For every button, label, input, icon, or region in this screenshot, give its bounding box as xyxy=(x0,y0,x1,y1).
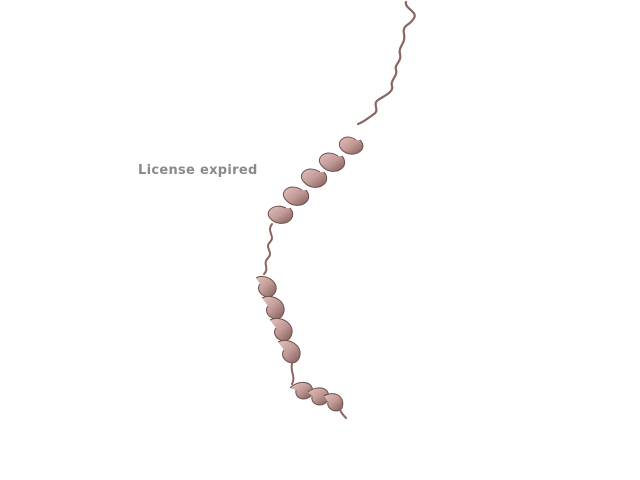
helix-bottom xyxy=(289,381,344,412)
helix-lower xyxy=(255,276,301,364)
helix-upper xyxy=(267,136,364,224)
coil-top xyxy=(356,0,416,126)
license-watermark: License expired xyxy=(138,163,258,178)
coil-turn xyxy=(290,363,295,385)
coil-tail xyxy=(339,409,347,419)
coil-linker xyxy=(263,223,273,275)
